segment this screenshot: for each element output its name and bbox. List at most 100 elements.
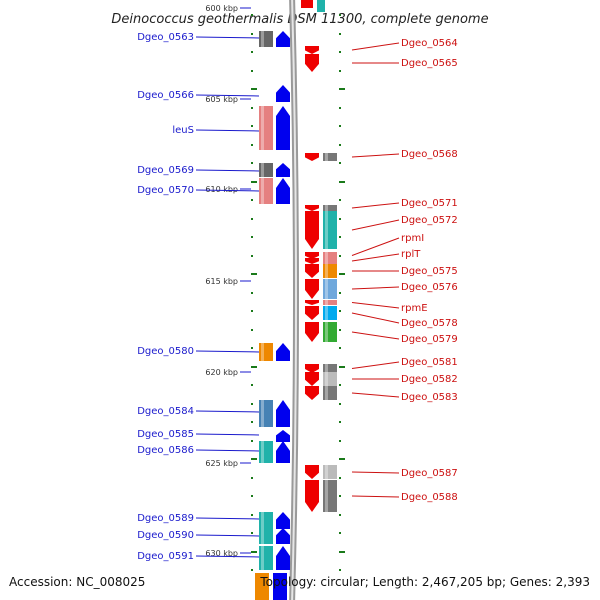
tick-mark xyxy=(251,70,253,72)
forward-gene-block xyxy=(259,106,273,150)
reverse-gene-label: Dgeo_0588 xyxy=(401,492,458,503)
reverse-gene-leader xyxy=(351,392,400,398)
tick-mark xyxy=(339,236,341,238)
forward-gene-block-shade xyxy=(261,178,264,204)
tick-mark xyxy=(251,514,253,516)
reverse-gene-label: Dgeo_0576 xyxy=(401,282,458,293)
tick-mark xyxy=(251,347,253,349)
tick-mark xyxy=(339,218,341,220)
tick-mark xyxy=(251,384,253,386)
forward-gene-arrow xyxy=(276,546,290,570)
forward-gene-arrow xyxy=(276,512,290,529)
forward-gene-block-shade xyxy=(261,441,264,463)
reverse-gene-block xyxy=(323,153,337,161)
reverse-gene-arrow xyxy=(305,364,319,373)
reverse-gene-label: Dgeo_0581 xyxy=(401,357,458,368)
forward-gene-label: Dgeo_0570 xyxy=(137,185,194,196)
reverse-gene-block xyxy=(323,211,337,249)
tick-mark xyxy=(339,125,341,127)
reverse-gene-label: Dgeo_0578 xyxy=(401,318,458,329)
reverse-gene-label: Dgeo_0572 xyxy=(401,215,458,226)
topology-text: Topology: circular; Length: 2,467,205 bp… xyxy=(260,575,590,589)
tick-mark xyxy=(339,255,341,257)
forward-gene-block-shade xyxy=(261,546,264,570)
reverse-gene-label: Dgeo_0583 xyxy=(401,392,458,403)
forward-gene-block-shade xyxy=(261,400,264,427)
tick-mark xyxy=(339,33,341,35)
reverse-gene-leader xyxy=(351,471,400,474)
reverse-gene-arrow xyxy=(305,465,319,479)
reverse-gene-block xyxy=(323,465,337,479)
tick-mark xyxy=(251,403,253,405)
forward-gene-block xyxy=(259,343,273,361)
tick-mark xyxy=(339,310,341,312)
reverse-gene-leader xyxy=(351,312,400,324)
reverse-gene-block xyxy=(323,264,337,278)
reverse-gene-arrow xyxy=(305,264,319,278)
forward-gene-arrow xyxy=(276,430,290,442)
forward-gene-arrow xyxy=(276,400,290,427)
tick-mark xyxy=(251,273,257,275)
forward-gene-block xyxy=(259,400,273,427)
forward-gene-arrow xyxy=(276,178,290,204)
forward-gene-label: Dgeo_0585 xyxy=(137,429,194,440)
forward-gene-leader xyxy=(195,433,260,436)
tick-mark xyxy=(251,144,253,146)
forward-gene-arrow xyxy=(276,441,290,463)
forward-gene-label: Dgeo_0584 xyxy=(137,406,194,417)
forward-gene-leader xyxy=(195,129,260,132)
tick-mark xyxy=(251,181,257,183)
forward-gene-leader xyxy=(195,449,260,452)
reverse-gene-arrow xyxy=(305,205,319,211)
cropped-gene-bottom xyxy=(255,573,269,600)
tick-mark xyxy=(339,273,345,275)
reverse-gene-leader xyxy=(351,237,400,256)
forward-gene-leader xyxy=(195,350,260,353)
reverse-gene-block xyxy=(323,279,337,299)
tick-mark xyxy=(251,255,253,257)
reverse-gene-block-shade xyxy=(325,465,328,479)
ruler-label: 625 kbp xyxy=(205,459,238,468)
reverse-gene-block xyxy=(323,258,337,264)
reverse-gene-block-shade xyxy=(325,211,328,249)
ruler-label: 605 kbp xyxy=(205,95,238,104)
reverse-gene-block-shade xyxy=(325,372,328,386)
reverse-gene-leader xyxy=(351,302,400,309)
tick-mark xyxy=(251,33,253,35)
reverse-gene-block-shade xyxy=(325,205,328,211)
forward-gene-block-shade xyxy=(261,106,264,150)
forward-gene-block-shade xyxy=(261,512,264,529)
forward-gene-leader xyxy=(195,94,260,97)
forward-gene-block-shade xyxy=(261,343,264,361)
tick-mark xyxy=(251,421,253,423)
reverse-gene-arrow xyxy=(305,153,319,161)
tick-mark xyxy=(251,310,253,312)
reverse-gene-label: Dgeo_0568 xyxy=(401,149,458,160)
tick-mark xyxy=(251,51,253,53)
tick-mark xyxy=(339,347,341,349)
reverse-gene-leader xyxy=(351,42,400,51)
forward-gene-label: Dgeo_0586 xyxy=(137,445,194,456)
forward-gene-label: Dgeo_0563 xyxy=(137,32,194,43)
forward-gene-label: Dgeo_0569 xyxy=(137,165,194,176)
tick-mark xyxy=(339,51,341,53)
forward-gene-label: Dgeo_0590 xyxy=(137,530,194,541)
forward-gene-block-shade xyxy=(261,31,264,47)
tick-mark xyxy=(339,14,341,16)
ruler-label: 615 kbp xyxy=(205,277,238,286)
tick-mark xyxy=(339,532,341,534)
tick-mark xyxy=(339,199,341,201)
reverse-gene-label: Dgeo_0587 xyxy=(401,468,458,479)
reverse-gene-block xyxy=(323,386,337,400)
reverse-gene-block-shade xyxy=(325,322,328,342)
tick-mark xyxy=(339,144,341,146)
tick-mark xyxy=(339,181,345,183)
reverse-gene-block xyxy=(323,252,337,259)
reverse-gene-block-shade xyxy=(325,153,328,161)
forward-gene-block-shade xyxy=(261,163,264,177)
tick-mark xyxy=(339,329,341,331)
reverse-gene-block xyxy=(323,480,337,512)
forward-gene-arrow xyxy=(276,163,290,177)
reverse-gene-arrow xyxy=(305,54,319,72)
reverse-gene-block-shade xyxy=(325,300,328,305)
